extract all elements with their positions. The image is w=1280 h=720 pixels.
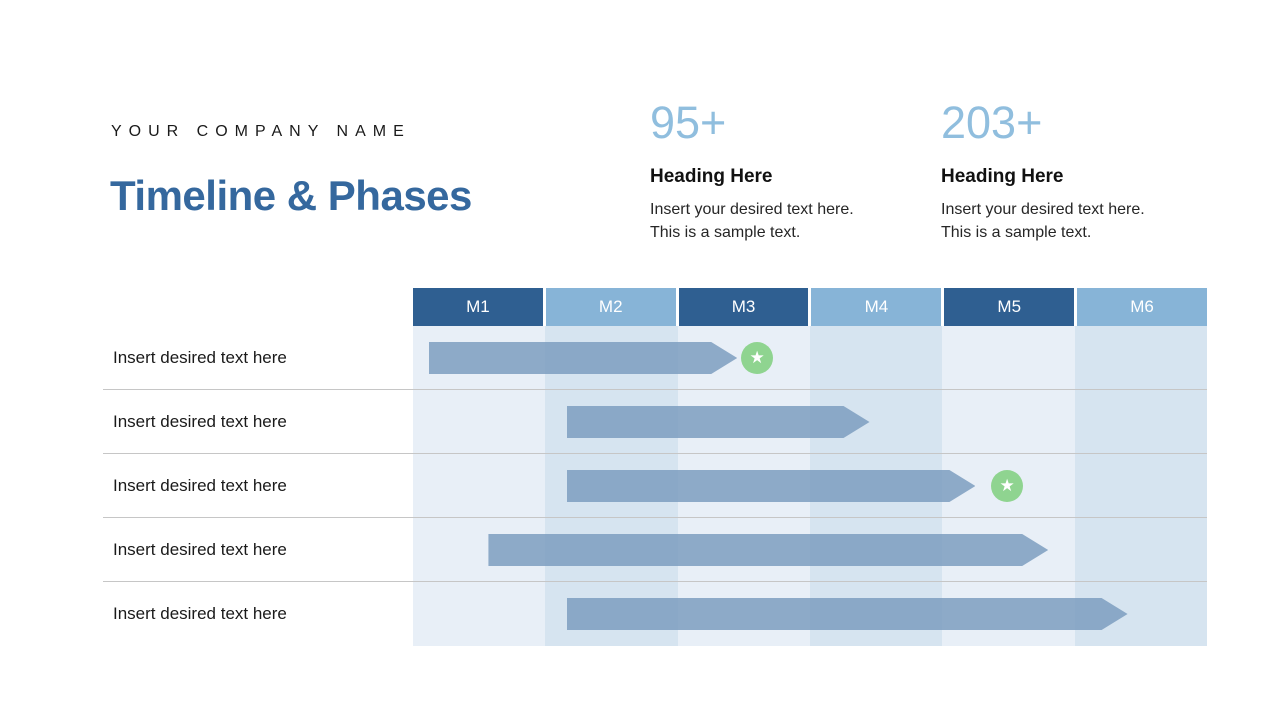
row-label: Insert desired text here — [113, 475, 287, 495]
column-header-m1: M1 — [413, 288, 543, 326]
row-label: Insert desired text here — [113, 604, 287, 623]
milestone-badge: ★ — [991, 470, 1024, 502]
stat-value: 203+ — [941, 97, 1043, 148]
column-header-label: M2 — [598, 297, 623, 316]
page-title: Timeline & Phases — [110, 172, 472, 219]
stat-body-text: Insert your desired text here. This is a… — [650, 201, 854, 242]
table-row: Insert desired text here ★ — [103, 454, 1207, 518]
column-header-label: M3 — [731, 297, 756, 316]
row-label: Insert desired text here — [113, 411, 287, 431]
stat-heading: Heading Here — [941, 166, 1064, 187]
column-header-m5: M5 — [944, 288, 1075, 326]
table-row: Insert desired text here — [103, 518, 1207, 582]
stat-heading: Heading Here — [650, 166, 773, 187]
table-row: Insert desired text here ★ — [103, 326, 1207, 390]
timeline-header-row: M1 M2 M3 M4 M5 M6 — [413, 288, 1207, 326]
gantt-bar — [567, 406, 870, 438]
column-stripe-m6 — [1074, 326, 1207, 646]
timeline-gantt-chart: Insert desired text here ★ Insert desired … — [103, 288, 1207, 646]
company-name: YOUR COMPANY NAME — [111, 123, 411, 140]
column-header-label: M6 — [1130, 297, 1154, 316]
stat-block-2: 203+ Heading Here Insert your desired te… — [941, 100, 1176, 244]
row-label: Insert desired text here — [113, 539, 287, 559]
gantt-bar — [567, 598, 1128, 630]
column-header-label: M4 — [864, 297, 889, 316]
stat-value: 95+ — [650, 97, 727, 148]
column-stripe-m1 — [413, 326, 546, 646]
milestone-badge: ★ — [741, 342, 774, 374]
column-header-m2: M2 — [545, 288, 676, 326]
column-header-m4: M4 — [811, 288, 942, 326]
stat-block-1: 95+ Heading Here Insert your desired tex… — [650, 100, 885, 244]
column-header-label: M1 — [466, 297, 490, 316]
gantt-bar — [429, 342, 737, 374]
stat-body-text: Insert your desired text here. This is a… — [941, 201, 1145, 242]
timeline-rows: Insert desired text here ★ Insert desired … — [103, 326, 1207, 646]
column-header-m6: M6 — [1077, 288, 1207, 326]
table-row: Insert desired text here — [103, 390, 1207, 454]
row-label: Insert desired text here — [113, 347, 287, 367]
column-header-label: M5 — [997, 297, 1022, 316]
star-icon: ★ — [749, 347, 765, 368]
gantt-bar — [567, 470, 976, 502]
column-header-m3: M3 — [678, 288, 809, 326]
star-icon: ★ — [999, 475, 1015, 496]
gantt-bar — [488, 534, 1048, 566]
table-row: Insert desired text here — [103, 582, 1207, 646]
